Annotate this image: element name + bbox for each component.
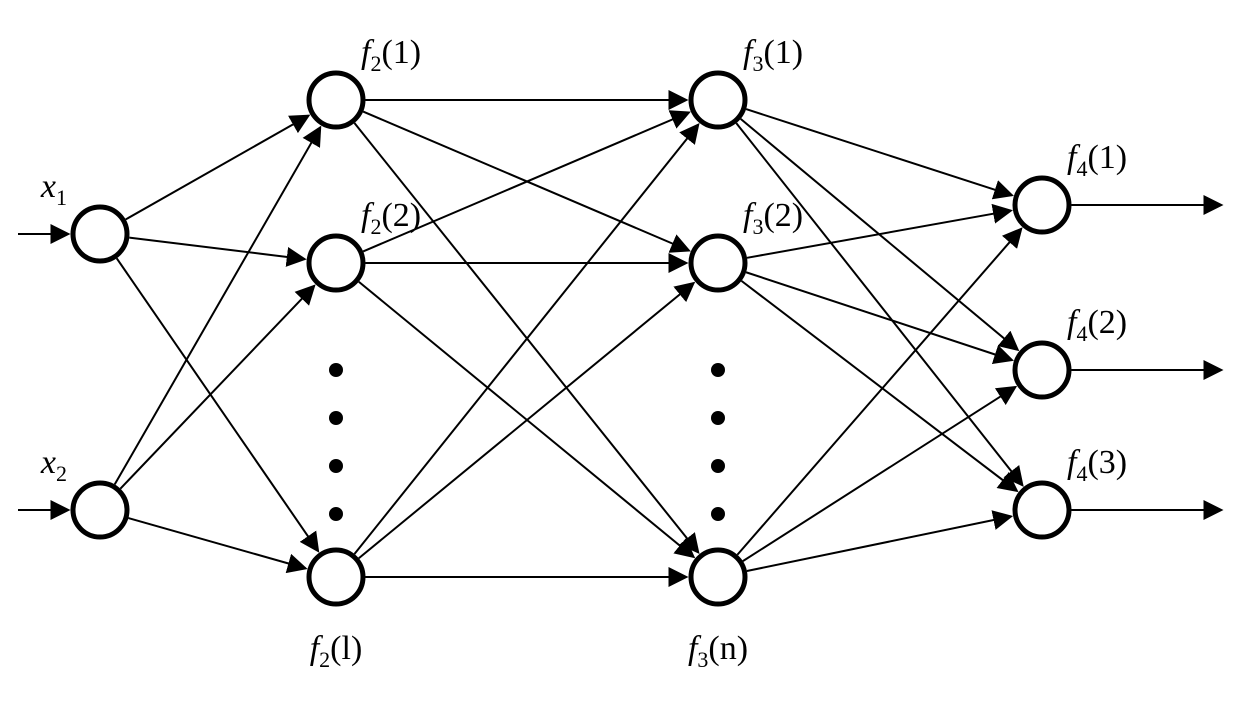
neural-network-diagram: x1 x2 f2(1) f2(2) f2(l) f3(1) f3(2) f3(n) f4(1) f… (0, 0, 1240, 726)
edge (117, 258, 318, 551)
node-f2_l (309, 550, 363, 604)
node-f3_n (691, 550, 745, 604)
label-f2_2: f2(2) (361, 197, 421, 239)
node-f2_1 (309, 73, 363, 127)
ellipsis-dot (711, 411, 725, 425)
ellipsis-dot (711, 459, 725, 473)
label-f3_1: f3(1) (743, 34, 803, 76)
ellipsis-dot (329, 507, 343, 521)
ellipsis-layer (329, 363, 725, 521)
edge (746, 109, 1012, 195)
edge (743, 387, 1016, 561)
edge (747, 516, 1011, 571)
label-f3_n: f3(n) (688, 630, 748, 672)
nodes-layer (73, 73, 1069, 604)
edge (128, 518, 305, 568)
label-f4_3: f4(3) (1067, 444, 1127, 486)
node-f4_2 (1015, 343, 1069, 397)
label-x1: x1 (40, 168, 67, 210)
label-x2: x2 (40, 444, 67, 486)
ellipsis-dot (329, 363, 343, 377)
node-x1 (73, 207, 127, 261)
edge (736, 123, 1022, 485)
node-x2 (73, 483, 127, 537)
edge (115, 127, 321, 484)
label-f2_l: f2(l) (310, 630, 363, 672)
edge (120, 286, 314, 489)
ellipsis-dot (711, 507, 725, 521)
edge (126, 116, 309, 220)
label-f4_2: f4(2) (1067, 304, 1127, 346)
ellipsis-dot (329, 411, 343, 425)
edge (741, 281, 1016, 491)
edge (737, 229, 1021, 555)
node-f4_1 (1015, 178, 1069, 232)
edge (129, 238, 304, 260)
label-f3_2: f3(2) (743, 197, 803, 239)
node-f3_1 (691, 73, 745, 127)
node-f3_2 (691, 236, 745, 290)
ellipsis-dot (329, 459, 343, 473)
node-f2_2 (309, 236, 363, 290)
label-f4_1: f4(1) (1067, 139, 1127, 181)
label-f2_1: f2(1) (361, 34, 421, 76)
node-f4_3 (1015, 483, 1069, 537)
ellipsis-dot (711, 363, 725, 377)
